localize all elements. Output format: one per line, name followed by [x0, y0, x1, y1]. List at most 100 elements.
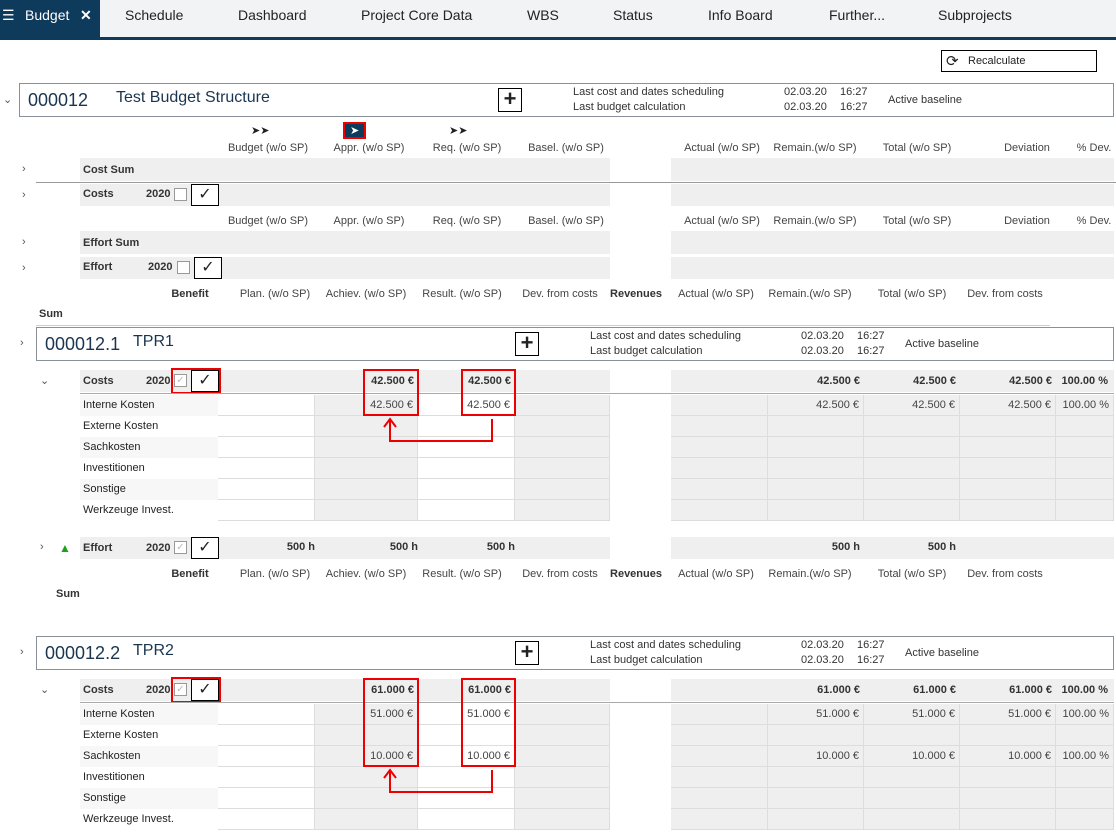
value-cell[interactable]: [671, 500, 768, 521]
value-cell[interactable]: [418, 500, 515, 521]
value-cell[interactable]: [671, 458, 768, 479]
value-cell[interactable]: [1056, 437, 1114, 458]
tab-further-[interactable]: Further...: [829, 7, 886, 23]
value-cell[interactable]: [864, 437, 960, 458]
value-cell[interactable]: 100.00 %: [1056, 395, 1114, 416]
value-cell[interactable]: [1056, 788, 1114, 809]
expand-chevron-icon[interactable]: ⌄: [40, 684, 50, 696]
value-cell[interactable]: [960, 809, 1056, 830]
value-cell[interactable]: [960, 458, 1056, 479]
value-cell[interactable]: [768, 809, 864, 830]
value-cell[interactable]: [515, 479, 610, 500]
value-cell[interactable]: [218, 788, 315, 809]
value-cell[interactable]: [1056, 479, 1114, 500]
value-cell[interactable]: [418, 479, 515, 500]
value-cell[interactable]: 10.000 €: [768, 746, 864, 767]
close-icon[interactable]: ✕: [80, 7, 92, 23]
add-plus-icon[interactable]: +: [515, 641, 539, 665]
value-cell[interactable]: [671, 395, 768, 416]
value-cell[interactable]: [768, 767, 864, 788]
value-cell[interactable]: [418, 458, 515, 479]
value-cell[interactable]: [768, 437, 864, 458]
value-cell[interactable]: [418, 767, 515, 788]
value-cell[interactable]: [960, 479, 1056, 500]
value-cell[interactable]: [671, 416, 768, 437]
value-cell[interactable]: 42.500 €: [960, 395, 1056, 416]
filter-active-icon[interactable]: ➤: [342, 122, 367, 139]
value-cell[interactable]: [1056, 458, 1114, 479]
value-cell[interactable]: [515, 395, 610, 416]
value-cell[interactable]: [864, 767, 960, 788]
year-checkbox[interactable]: [177, 261, 190, 274]
value-cell[interactable]: [515, 809, 610, 830]
tab-wbs[interactable]: WBS: [527, 7, 559, 23]
value-cell[interactable]: [864, 725, 960, 746]
value-cell[interactable]: [418, 809, 515, 830]
value-cell[interactable]: 51.000 €: [864, 704, 960, 725]
expand-chevron-icon[interactable]: ›: [22, 163, 26, 175]
filter-icon[interactable]: ➤➤: [449, 125, 468, 137]
value-cell[interactable]: [515, 704, 610, 725]
value-cell[interactable]: [864, 416, 960, 437]
value-cell[interactable]: [671, 437, 768, 458]
value-cell[interactable]: [1056, 416, 1114, 437]
value-cell[interactable]: [218, 809, 315, 830]
value-cell[interactable]: [218, 704, 315, 725]
value-cell[interactable]: 10.000 €: [864, 746, 960, 767]
value-cell[interactable]: [1056, 500, 1114, 521]
value-cell[interactable]: [1056, 809, 1114, 830]
value-cell[interactable]: [768, 458, 864, 479]
value-cell[interactable]: [960, 767, 1056, 788]
expand-chevron-icon[interactable]: ›: [20, 646, 24, 658]
value-cell[interactable]: [960, 725, 1056, 746]
year-checkbox[interactable]: ✓: [174, 683, 187, 696]
value-cell[interactable]: [864, 500, 960, 521]
tab-dashboard[interactable]: Dashboard: [238, 7, 307, 23]
expand-chevron-icon[interactable]: ⌄: [40, 375, 50, 387]
year-checkbox[interactable]: [174, 188, 187, 201]
value-cell[interactable]: [315, 458, 418, 479]
year-checkbox[interactable]: ✓: [174, 541, 187, 554]
value-cell[interactable]: [315, 500, 418, 521]
value-cell[interactable]: 100.00 %: [1056, 746, 1114, 767]
tab-schedule[interactable]: Schedule: [125, 7, 184, 23]
value-cell[interactable]: [218, 395, 315, 416]
value-cell[interactable]: [218, 500, 315, 521]
value-cell[interactable]: 42.500 €: [768, 395, 864, 416]
expand-chevron-icon[interactable]: ⌄: [3, 94, 13, 106]
value-cell[interactable]: [515, 725, 610, 746]
value-cell[interactable]: [515, 416, 610, 437]
tab-project-core-data[interactable]: Project Core Data: [361, 7, 473, 23]
value-cell[interactable]: [671, 788, 768, 809]
value-cell[interactable]: [418, 437, 515, 458]
value-cell[interactable]: [315, 437, 418, 458]
value-cell[interactable]: [960, 437, 1056, 458]
value-cell[interactable]: [671, 767, 768, 788]
value-cell[interactable]: [515, 746, 610, 767]
value-cell[interactable]: [960, 788, 1056, 809]
tab-info-board[interactable]: Info Board: [708, 7, 773, 23]
tab-subprojects[interactable]: Subprojects: [938, 7, 1012, 23]
value-cell[interactable]: [418, 788, 515, 809]
value-cell[interactable]: [515, 458, 610, 479]
value-cell[interactable]: [1056, 725, 1114, 746]
value-cell[interactable]: [515, 437, 610, 458]
filter-icon[interactable]: ➤➤: [251, 125, 270, 137]
value-cell[interactable]: 10.000 €: [960, 746, 1056, 767]
value-cell[interactable]: [671, 809, 768, 830]
value-cell[interactable]: [671, 725, 768, 746]
value-cell[interactable]: 51.000 €: [960, 704, 1056, 725]
tab-budget[interactable]: ☰ Budget ✕: [0, 0, 100, 37]
value-cell[interactable]: [768, 416, 864, 437]
value-cell[interactable]: [1056, 767, 1114, 788]
confirm-check-button[interactable]: ✓: [191, 370, 219, 392]
value-cell[interactable]: [768, 479, 864, 500]
value-cell[interactable]: [515, 500, 610, 521]
value-cell[interactable]: [864, 479, 960, 500]
tab-status[interactable]: Status: [613, 7, 653, 23]
value-cell[interactable]: [671, 479, 768, 500]
value-cell[interactable]: [768, 500, 864, 521]
add-plus-icon[interactable]: +: [498, 88, 522, 112]
year-checkbox[interactable]: ✓: [174, 374, 187, 387]
value-cell[interactable]: 51.000 €: [315, 704, 418, 725]
